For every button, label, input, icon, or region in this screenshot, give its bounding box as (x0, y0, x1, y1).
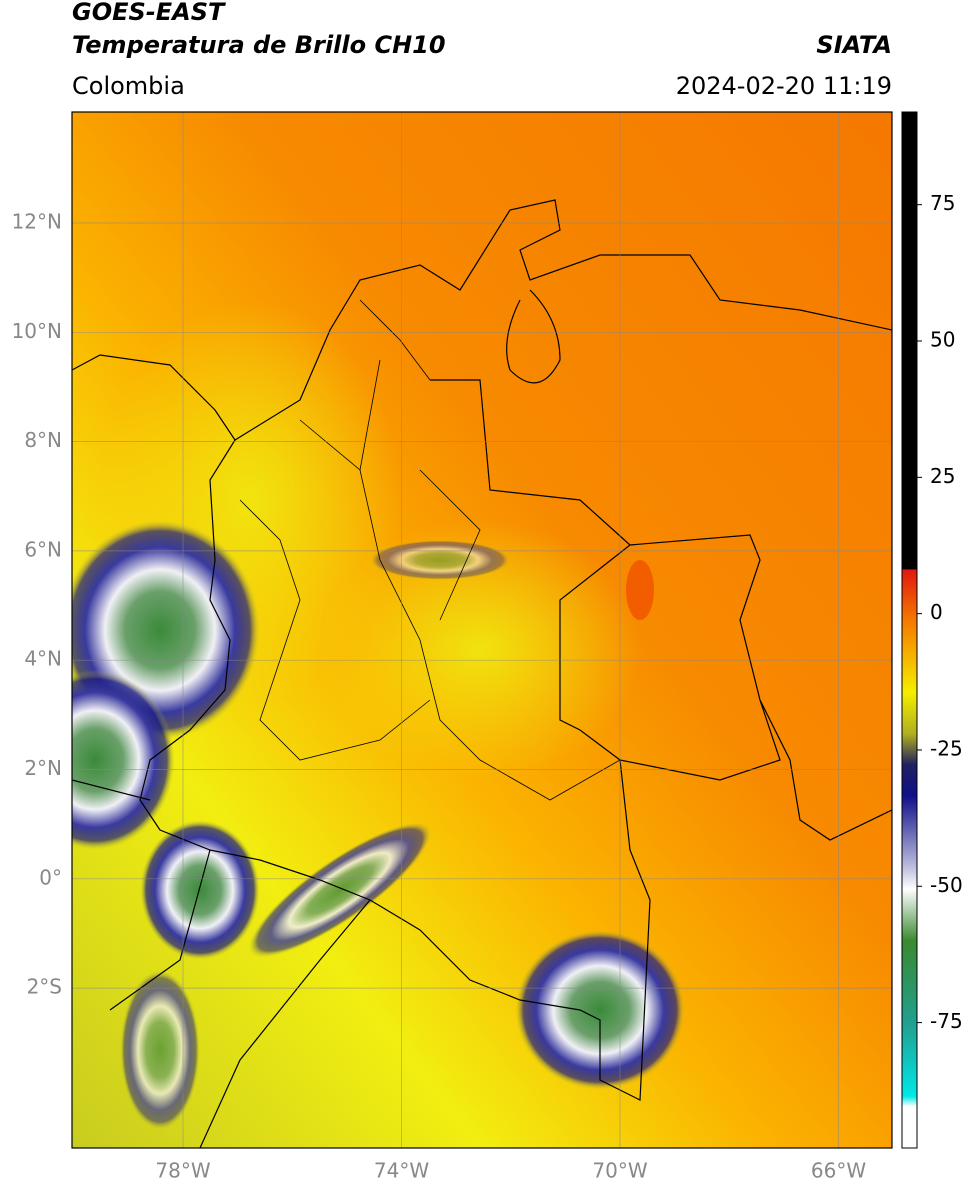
colorbar-tick-label: -75 (930, 1009, 963, 1033)
map-frame (71, 111, 893, 1149)
region: Colombia (72, 72, 185, 100)
lat-label: 12°N (12, 210, 62, 234)
colorbar (901, 111, 918, 1149)
lat-label: 4°N (24, 647, 62, 671)
lat-label: 8°N (24, 428, 62, 452)
lat-label: 6°N (24, 537, 62, 561)
lat-label: 0° (39, 865, 62, 889)
colorbar-tick-label: -50 (930, 873, 963, 897)
lat-label: 10°N (12, 319, 62, 343)
satellite-image (72, 112, 892, 1148)
graticule (72, 112, 892, 1148)
colorbar-tick-label: 75 (930, 191, 955, 215)
colorbar-tick-label: 50 (930, 328, 955, 352)
lon-label: 74°W (374, 1159, 429, 1183)
lon-label: 66°W (811, 1159, 866, 1183)
title: GOES-EAST (72, 0, 226, 26)
colorbar-tick-label: 25 (930, 464, 955, 488)
subtitle: Temperatura de Brillo CH10 (72, 31, 446, 59)
colorbar-tick-label: 0 (930, 600, 943, 624)
source: SIATA (816, 31, 892, 59)
lon-label: 78°W (155, 1159, 210, 1183)
lat-label: 2°S (27, 975, 62, 999)
datetime: 2024-02-20 11:19 (676, 72, 892, 100)
lat-label: 2°N (24, 756, 62, 780)
lon-label: 70°W (592, 1159, 647, 1183)
colorbar-tick-label: -25 (930, 736, 963, 760)
